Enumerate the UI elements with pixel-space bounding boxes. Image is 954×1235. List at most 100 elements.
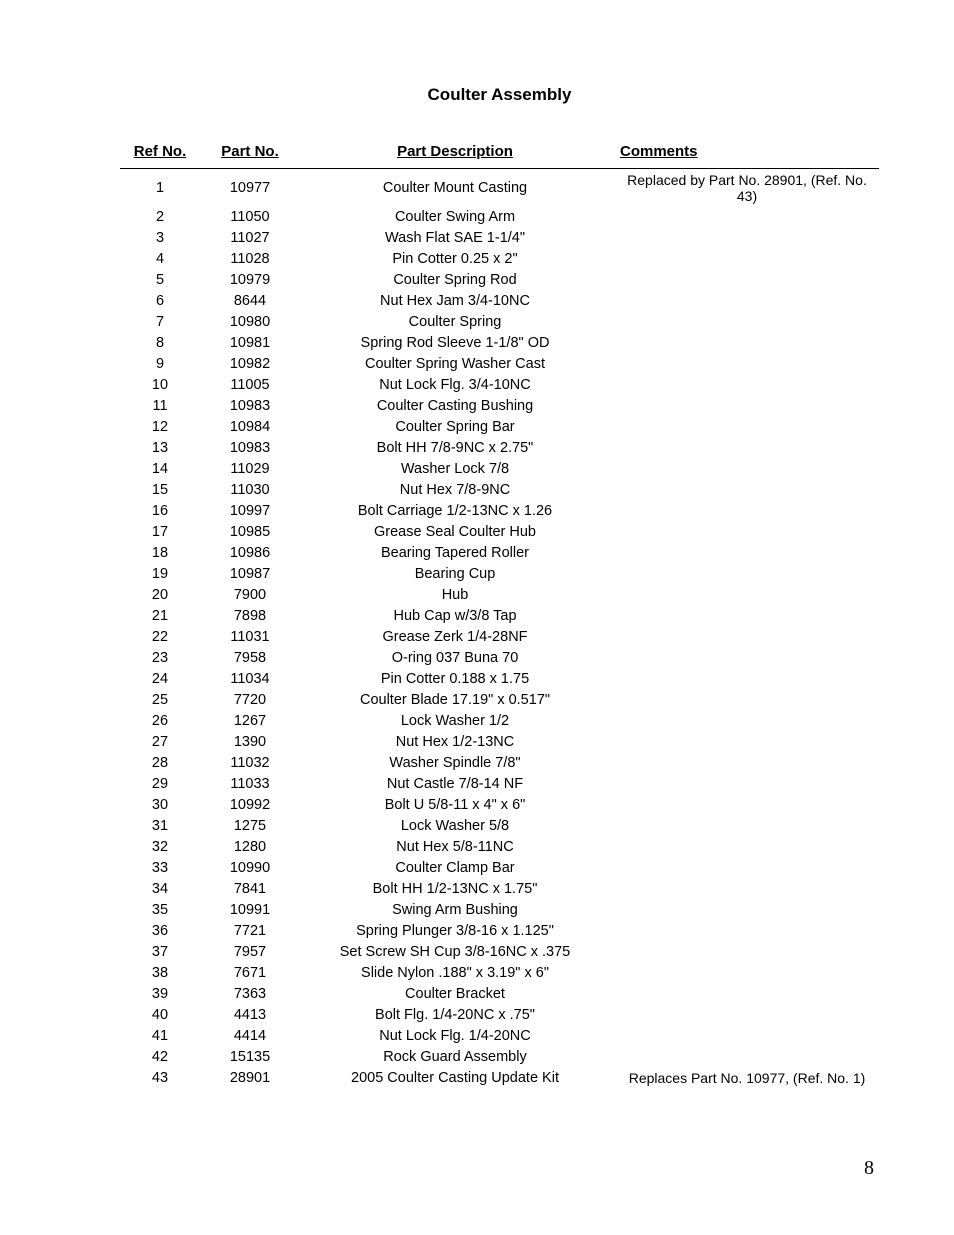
cell-description: Pin Cotter 0.25 x 2"	[300, 248, 610, 269]
cell-comments	[610, 899, 879, 920]
table-row: 1011005Nut Lock Flg. 3/4-10NC	[120, 374, 879, 395]
cell-ref-no: 20	[120, 584, 200, 605]
cell-ref-no: 6	[120, 290, 200, 311]
cell-ref-no: 3	[120, 227, 200, 248]
cell-comments	[610, 647, 879, 668]
cell-comments	[610, 584, 879, 605]
table-row: 2911033Nut Castle 7/8-14 NF	[120, 773, 879, 794]
cell-ref-no: 9	[120, 353, 200, 374]
cell-part-no: 1280	[200, 836, 300, 857]
header-comments: Comments	[610, 143, 879, 169]
table-row: 377957Set Screw SH Cup 3/8-16NC x .375	[120, 941, 879, 962]
table-row: 810981Spring Rod Sleeve 1-1/8" OD	[120, 332, 879, 353]
cell-ref-no: 31	[120, 815, 200, 836]
cell-comments	[610, 815, 879, 836]
cell-description: Nut Lock Flg. 1/4-20NC	[300, 1025, 610, 1046]
table-row: 1610997Bolt Carriage 1/2-13NC x 1.26	[120, 500, 879, 521]
cell-description: Coulter Blade 17.19" x 0.517"	[300, 689, 610, 710]
table-row: 347841Bolt HH 1/2-13NC x 1.75"	[120, 878, 879, 899]
cell-description: Hub	[300, 584, 610, 605]
cell-description: Spring Rod Sleeve 1-1/8" OD	[300, 332, 610, 353]
cell-comments	[610, 689, 879, 710]
cell-ref-no: 27	[120, 731, 200, 752]
table-row: 68644Nut Hex Jam 3/4-10NC	[120, 290, 879, 311]
cell-comments: Replaced by Part No. 28901, (Ref. No. 43…	[610, 169, 879, 207]
table-row: 211050Coulter Swing Arm	[120, 206, 879, 227]
cell-ref-no: 32	[120, 836, 200, 857]
table-row: 1210984Coulter Spring Bar	[120, 416, 879, 437]
cell-description: Set Screw SH Cup 3/8-16NC x .375	[300, 941, 610, 962]
cell-comments	[610, 437, 879, 458]
table-row: 1310983Bolt HH 7/8-9NC x 2.75"	[120, 437, 879, 458]
cell-ref-no: 33	[120, 857, 200, 878]
table-row: 404413Bolt Flg. 1/4-20NC x .75"	[120, 1004, 879, 1025]
cell-description: Bolt Flg. 1/4-20NC x .75"	[300, 1004, 610, 1025]
cell-part-no: 7721	[200, 920, 300, 941]
table-row: 217898Hub Cap w/3/8 Tap	[120, 605, 879, 626]
cell-comments	[610, 605, 879, 626]
cell-ref-no: 1	[120, 169, 200, 207]
cell-comments	[610, 1046, 879, 1067]
cell-description: Bolt HH 7/8-9NC x 2.75"	[300, 437, 610, 458]
cell-part-no: 11029	[200, 458, 300, 479]
cell-comments	[610, 374, 879, 395]
cell-ref-no: 38	[120, 962, 200, 983]
cell-description: Washer Spindle 7/8"	[300, 752, 610, 773]
cell-comments	[610, 227, 879, 248]
cell-ref-no: 29	[120, 773, 200, 794]
cell-ref-no: 42	[120, 1046, 200, 1067]
table-row: 4215135Rock Guard Assembly	[120, 1046, 879, 1067]
table-row: 397363Coulter Bracket	[120, 983, 879, 1004]
table-row: 311027Wash Flat SAE 1-1/4"	[120, 227, 879, 248]
cell-comments	[610, 269, 879, 290]
cell-part-no: 10986	[200, 542, 300, 563]
cell-part-no: 10987	[200, 563, 300, 584]
cell-ref-no: 36	[120, 920, 200, 941]
cell-comments	[610, 500, 879, 521]
cell-part-no: 11005	[200, 374, 300, 395]
cell-comments	[610, 1004, 879, 1025]
table-row: 1910987Bearing Cup	[120, 563, 879, 584]
header-description: Part Description	[300, 143, 610, 169]
cell-ref-no: 15	[120, 479, 200, 500]
cell-part-no: 11050	[200, 206, 300, 227]
header-ref-no: Ref No.	[120, 143, 200, 169]
cell-part-no: 7363	[200, 983, 300, 1004]
table-body: 110977Coulter Mount CastingReplaced by P…	[120, 169, 879, 1089]
table-row: 321280Nut Hex 5/8-11NC	[120, 836, 879, 857]
parts-table: Ref No. Part No. Part Description Commen…	[120, 143, 879, 1088]
header-part-no: Part No.	[200, 143, 300, 169]
cell-ref-no: 19	[120, 563, 200, 584]
table-row: 43289012005 Coulter Casting Update KitRe…	[120, 1067, 879, 1088]
cell-comments	[610, 668, 879, 689]
cell-comments	[610, 857, 879, 878]
table-row: 2211031Grease Zerk 1/4-28NF	[120, 626, 879, 647]
cell-description: Wash Flat SAE 1-1/4"	[300, 227, 610, 248]
table-row: 910982Coulter Spring Washer Cast	[120, 353, 879, 374]
cell-ref-no: 4	[120, 248, 200, 269]
cell-part-no: 1267	[200, 710, 300, 731]
cell-ref-no: 39	[120, 983, 200, 1004]
table-row: 237958O-ring 037 Buna 70	[120, 647, 879, 668]
table-row: 367721Spring Plunger 3/8-16 x 1.125"	[120, 920, 879, 941]
table-row: 414414Nut Lock Flg. 1/4-20NC	[120, 1025, 879, 1046]
cell-comments	[610, 710, 879, 731]
cell-comments	[610, 290, 879, 311]
cell-ref-no: 2	[120, 206, 200, 227]
cell-description: Rock Guard Assembly	[300, 1046, 610, 1067]
cell-part-no: 7898	[200, 605, 300, 626]
cell-ref-no: 37	[120, 941, 200, 962]
cell-description: Bearing Cup	[300, 563, 610, 584]
cell-description: Bearing Tapered Roller	[300, 542, 610, 563]
cell-part-no: 10979	[200, 269, 300, 290]
cell-ref-no: 17	[120, 521, 200, 542]
table-row: 271390Nut Hex 1/2-13NC	[120, 731, 879, 752]
table-row: 1511030Nut Hex 7/8-9NC	[120, 479, 879, 500]
cell-ref-no: 7	[120, 311, 200, 332]
cell-description: Spring Plunger 3/8-16 x 1.125"	[300, 920, 610, 941]
cell-description: O-ring 037 Buna 70	[300, 647, 610, 668]
table-row: 3010992Bolt U 5/8-11 x 4" x 6"	[120, 794, 879, 815]
cell-part-no: 10997	[200, 500, 300, 521]
cell-comments	[610, 521, 879, 542]
cell-description: Nut Hex 7/8-9NC	[300, 479, 610, 500]
